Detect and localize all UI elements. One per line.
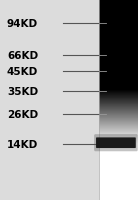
Text: 94KD: 94KD [7,19,38,29]
Text: 66KD: 66KD [7,51,38,61]
Text: 35KD: 35KD [7,87,38,97]
Bar [0,0,99,200]
Text: 45KD: 45KD [7,67,38,77]
FancyBboxPatch shape [94,135,138,152]
Text: 26KD: 26KD [7,109,38,119]
Text: 14KD: 14KD [7,139,38,149]
FancyBboxPatch shape [96,138,136,148]
